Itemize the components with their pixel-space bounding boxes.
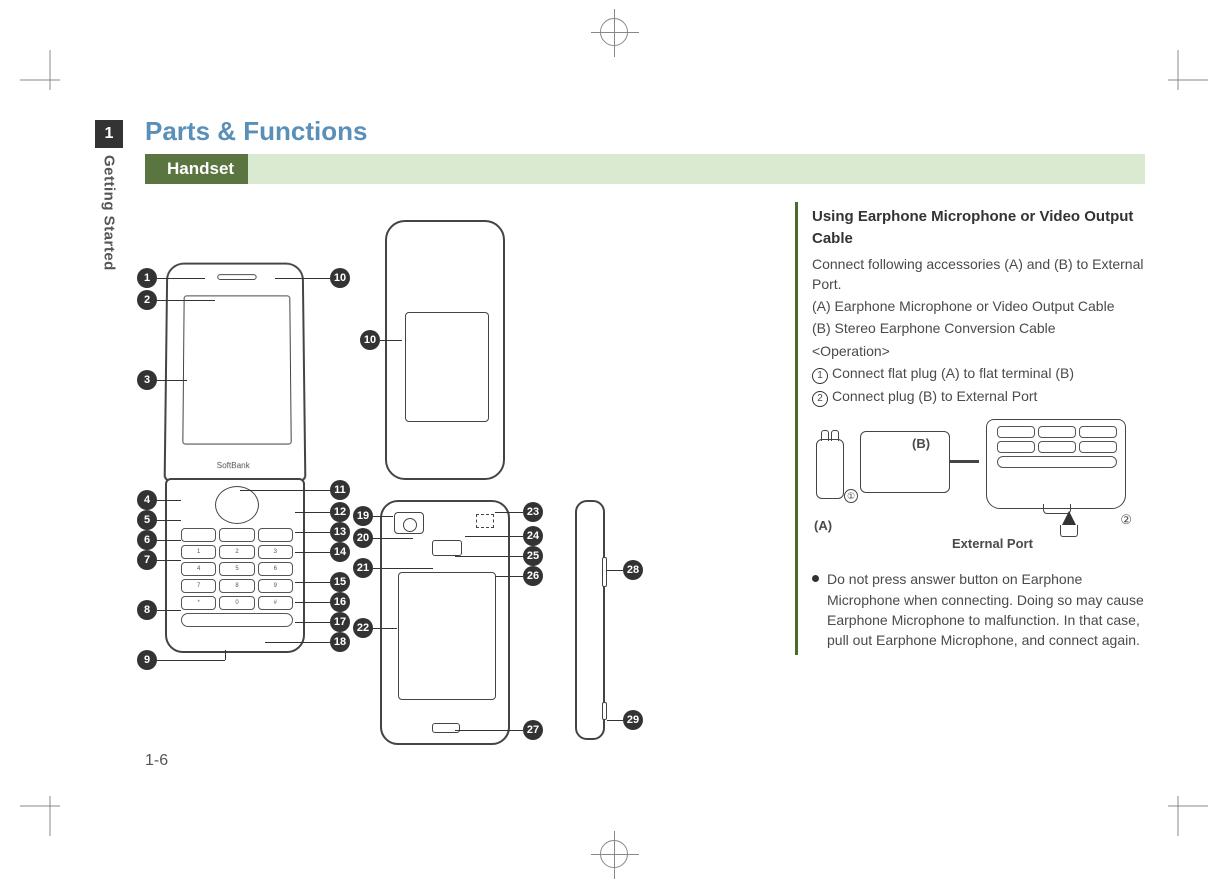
info-box: Using Earphone Microphone or Video Outpu…	[795, 202, 1145, 655]
callout-10: 10	[330, 268, 350, 288]
callout-12: 12	[330, 502, 350, 522]
diagram-num-1: ①	[844, 489, 858, 503]
info-note: Do not press answer button on Earphone M…	[812, 569, 1145, 650]
registration-mark-bottom	[600, 840, 628, 868]
diagram-num-2: ②	[1120, 511, 1132, 530]
callout-27: 27	[523, 720, 543, 740]
info-op-label: <Operation>	[812, 341, 1145, 361]
callout-9: 9	[137, 650, 157, 670]
callout-24: 24	[523, 526, 543, 546]
info-intro: Connect following accessories (A) and (B…	[812, 254, 1145, 295]
callout-13: 13	[330, 522, 350, 542]
diagram-label-a: (A)	[814, 517, 832, 536]
callout-22: 22	[353, 618, 373, 638]
phone-open-view: SoftBank 123 456 789 *0#	[145, 260, 325, 650]
info-op1: 1Connect flat plug (A) to flat terminal …	[812, 363, 1145, 384]
page-title: Parts & Functions	[145, 116, 367, 147]
external-port-label: External Port	[952, 535, 1033, 554]
callout-4: 4	[137, 490, 157, 510]
softbank-logo: SoftBank	[217, 461, 250, 470]
callout-3: 3	[137, 370, 157, 390]
external-port-diagram: (A) ① (B) External Port ②	[812, 419, 1132, 559]
callout-7: 7	[137, 550, 157, 570]
callout-5: 5	[137, 510, 157, 530]
callout-23: 23	[523, 502, 543, 522]
page-content: 1 Getting Started Parts & Functions Hand…	[95, 110, 1145, 730]
callout-6: 6	[137, 530, 157, 550]
callout-25: 25	[523, 546, 543, 566]
callout-10b: 10	[360, 330, 380, 350]
info-op2: 2Connect plug (B) to External Port	[812, 386, 1145, 407]
callout-29: 29	[623, 710, 643, 730]
handset-diagram: SoftBank 123 456 789 *0# 1 2 3 4 5	[145, 200, 785, 670]
subheader-text: Handset	[159, 154, 248, 184]
callout-11: 11	[330, 480, 350, 500]
phone-closed-view	[385, 220, 505, 480]
callout-17: 17	[330, 612, 350, 632]
info-column: Using Earphone Microphone or Video Outpu…	[795, 202, 1145, 655]
callout-20: 20	[353, 528, 373, 548]
diagram-label-b: (B)	[912, 435, 930, 454]
callout-19: 19	[353, 506, 373, 526]
callout-1: 1	[137, 268, 157, 288]
callout-28: 28	[623, 560, 643, 580]
chapter-number-tab: 1	[95, 120, 123, 148]
callout-15: 15	[330, 572, 350, 592]
page-number: 1-6	[145, 752, 168, 770]
info-item-b: (B) Stereo Earphone Conversion Cable	[812, 318, 1145, 338]
section-vertical-label: Getting Started	[95, 155, 123, 325]
callout-16: 16	[330, 592, 350, 612]
subheader-bar: Handset	[145, 154, 1145, 184]
info-title: Using Earphone Microphone or Video Outpu…	[812, 206, 1145, 250]
phone-side-view	[575, 500, 605, 740]
callout-18: 18	[330, 632, 350, 652]
callout-2: 2	[137, 290, 157, 310]
info-item-a: (A) Earphone Microphone or Video Output …	[812, 296, 1145, 316]
registration-mark-top	[600, 18, 628, 46]
callout-8: 8	[137, 600, 157, 620]
callout-14: 14	[330, 542, 350, 562]
callout-21: 21	[353, 558, 373, 578]
callout-26: 26	[523, 566, 543, 586]
